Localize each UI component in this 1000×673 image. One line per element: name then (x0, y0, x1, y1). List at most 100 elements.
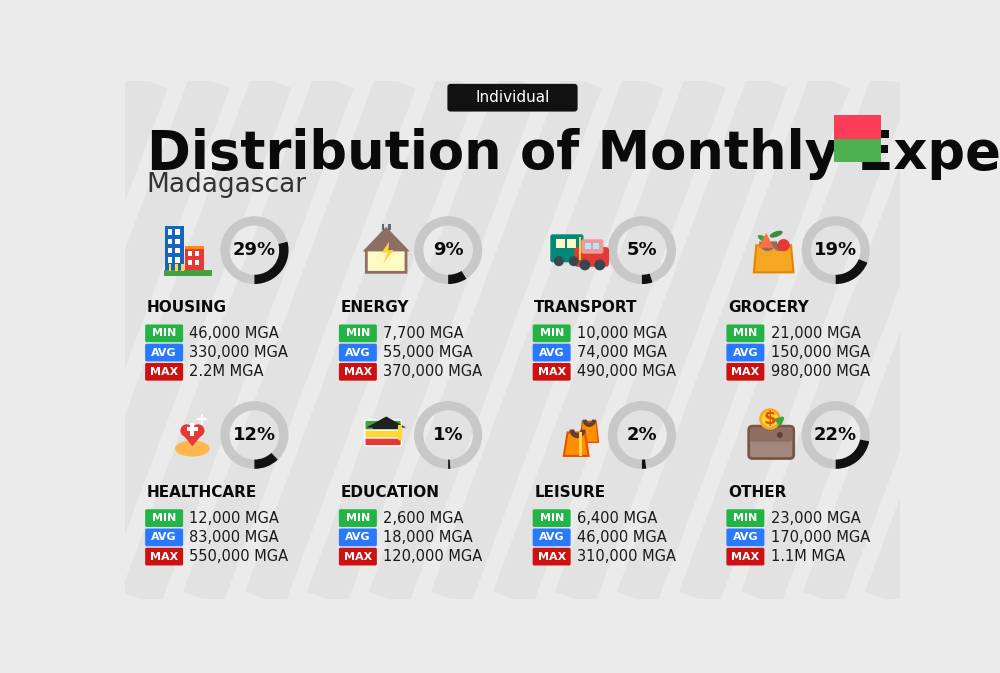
Text: MIN: MIN (346, 328, 370, 339)
Text: 29%: 29% (233, 241, 276, 259)
FancyBboxPatch shape (533, 324, 571, 342)
FancyBboxPatch shape (749, 426, 794, 458)
FancyBboxPatch shape (145, 363, 183, 381)
Bar (579, 237, 581, 260)
Text: OTHER: OTHER (728, 485, 786, 500)
Text: MIN: MIN (733, 513, 758, 523)
Text: MAX: MAX (150, 552, 178, 562)
Circle shape (397, 435, 402, 440)
Text: MIN: MIN (152, 513, 176, 523)
Text: MAX: MAX (344, 552, 372, 562)
Ellipse shape (758, 235, 770, 243)
Text: 10,000 MGA: 10,000 MGA (577, 326, 667, 341)
Ellipse shape (175, 441, 210, 456)
FancyBboxPatch shape (726, 324, 764, 342)
FancyBboxPatch shape (339, 344, 377, 361)
Circle shape (192, 424, 204, 437)
Circle shape (777, 239, 790, 252)
Bar (834, 139, 881, 162)
Text: AVG: AVG (539, 532, 564, 542)
Bar (190, 423, 194, 435)
Text: 21,000 MGA: 21,000 MGA (771, 326, 860, 341)
Wedge shape (802, 401, 870, 469)
FancyBboxPatch shape (533, 509, 571, 527)
Wedge shape (254, 453, 278, 469)
FancyBboxPatch shape (726, 548, 764, 565)
Text: 1%: 1% (433, 426, 463, 444)
Circle shape (594, 260, 605, 271)
FancyBboxPatch shape (339, 509, 377, 527)
Bar (181, 264, 184, 271)
Text: 19%: 19% (814, 241, 857, 259)
Bar (185, 246, 204, 250)
Text: Individual: Individual (475, 90, 550, 105)
Wedge shape (254, 242, 289, 284)
Circle shape (761, 410, 779, 428)
Circle shape (777, 432, 783, 438)
Text: MIN: MIN (540, 328, 564, 339)
Text: 12%: 12% (233, 426, 276, 444)
Text: $: $ (764, 410, 776, 428)
FancyBboxPatch shape (726, 509, 764, 527)
FancyBboxPatch shape (365, 428, 401, 438)
Bar (169, 264, 171, 271)
Polygon shape (759, 233, 774, 248)
FancyBboxPatch shape (533, 548, 571, 565)
Bar (175, 248, 180, 253)
FancyBboxPatch shape (145, 528, 183, 546)
FancyBboxPatch shape (145, 548, 183, 565)
Bar (165, 225, 184, 271)
FancyBboxPatch shape (750, 428, 792, 441)
Text: 2,600 MGA: 2,600 MGA (383, 511, 464, 526)
FancyBboxPatch shape (339, 363, 377, 381)
Bar (593, 243, 599, 249)
FancyBboxPatch shape (145, 324, 183, 342)
Wedge shape (608, 216, 676, 284)
Bar (567, 239, 576, 248)
FancyBboxPatch shape (581, 239, 603, 254)
Circle shape (554, 256, 564, 267)
FancyBboxPatch shape (726, 344, 764, 361)
Bar (188, 252, 192, 256)
Text: 490,000 MGA: 490,000 MGA (577, 364, 676, 380)
FancyBboxPatch shape (533, 363, 571, 381)
FancyBboxPatch shape (339, 324, 377, 342)
Bar (168, 248, 172, 253)
Bar (834, 115, 881, 139)
Text: 1.1M MGA: 1.1M MGA (771, 549, 845, 564)
Text: 550,000 MGA: 550,000 MGA (189, 549, 288, 564)
Bar (556, 239, 565, 248)
FancyBboxPatch shape (726, 528, 764, 546)
Bar (373, 425, 400, 429)
Text: AVG: AVG (151, 532, 177, 542)
FancyBboxPatch shape (145, 344, 183, 361)
Text: TRANSPORT: TRANSPORT (534, 300, 638, 316)
FancyBboxPatch shape (145, 509, 183, 527)
Text: MAX: MAX (731, 552, 760, 562)
FancyBboxPatch shape (365, 436, 401, 446)
Wedge shape (802, 216, 870, 284)
Bar (175, 239, 180, 244)
FancyBboxPatch shape (550, 234, 583, 262)
Text: AVG: AVG (539, 347, 564, 357)
Bar (585, 243, 591, 249)
Text: 310,000 MGA: 310,000 MGA (577, 549, 676, 564)
Text: 2%: 2% (627, 426, 657, 444)
Text: MAX: MAX (731, 367, 760, 377)
Wedge shape (608, 401, 676, 469)
Text: AVG: AVG (345, 347, 371, 357)
Polygon shape (580, 421, 599, 442)
Bar (175, 257, 180, 262)
Bar (168, 239, 172, 244)
Circle shape (569, 256, 579, 267)
Polygon shape (754, 245, 794, 273)
FancyBboxPatch shape (726, 363, 764, 381)
Text: 18,000 MGA: 18,000 MGA (383, 530, 473, 545)
Ellipse shape (770, 231, 783, 238)
Wedge shape (836, 439, 869, 469)
Wedge shape (448, 271, 466, 284)
Bar (187, 427, 198, 431)
Wedge shape (220, 216, 289, 284)
Bar (168, 229, 172, 235)
Text: MIN: MIN (152, 328, 176, 339)
